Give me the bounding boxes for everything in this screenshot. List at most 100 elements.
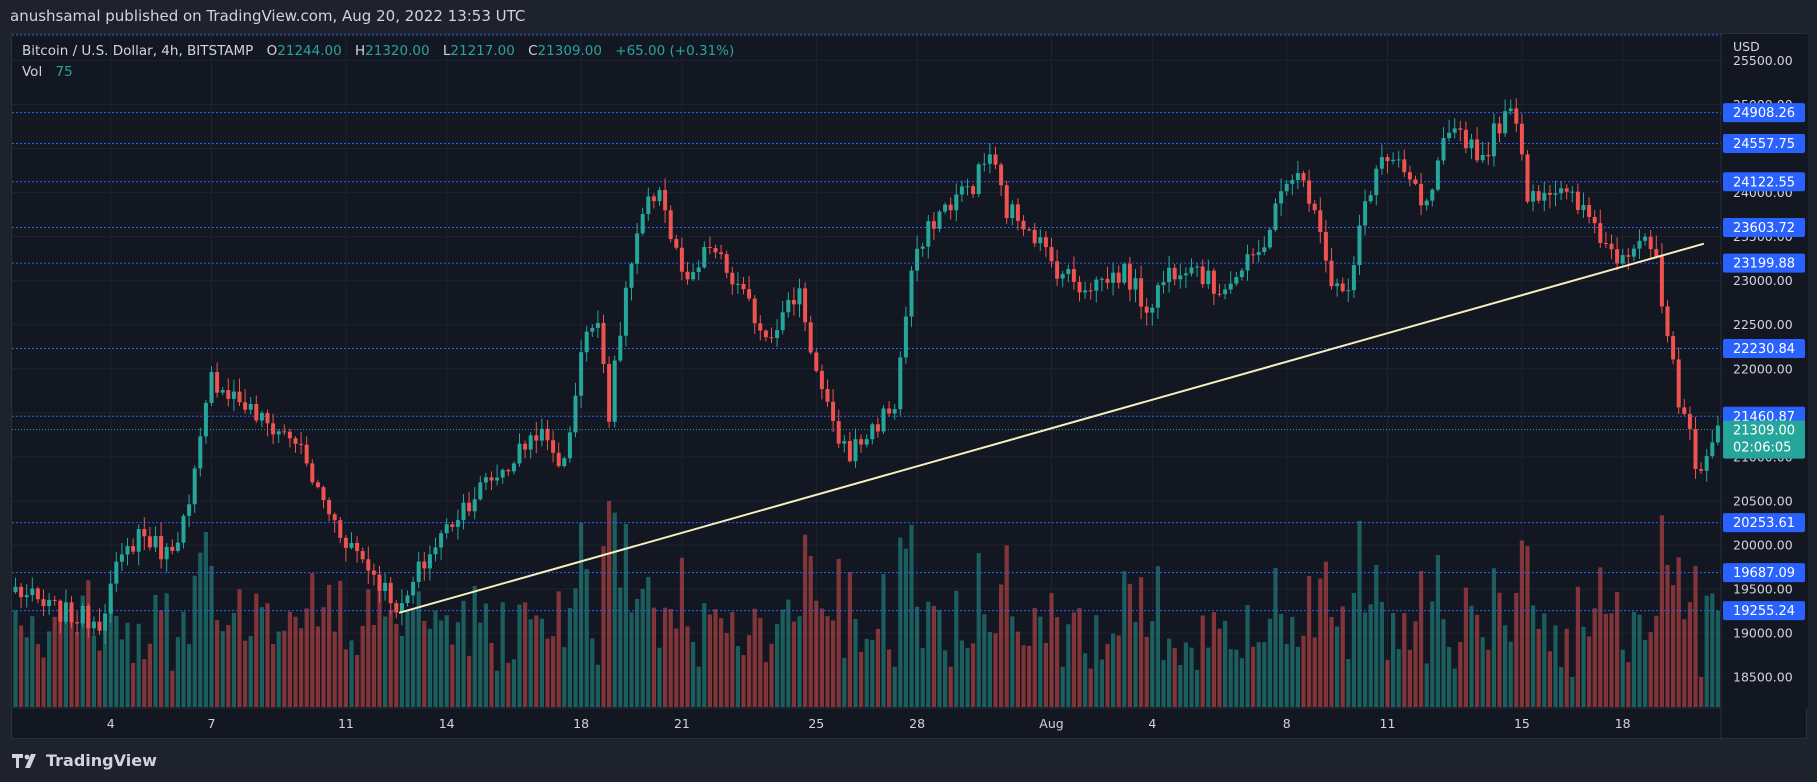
candle[interactable] xyxy=(500,468,505,484)
candle[interactable] xyxy=(982,153,987,172)
candle[interactable] xyxy=(142,517,147,550)
candle[interactable] xyxy=(1335,278,1340,297)
candle[interactable] xyxy=(859,434,864,453)
candle[interactable] xyxy=(707,236,712,255)
candle[interactable] xyxy=(411,576,416,604)
candle[interactable] xyxy=(483,472,488,491)
candle[interactable] xyxy=(478,476,483,501)
candle[interactable] xyxy=(1682,398,1687,416)
candle[interactable] xyxy=(506,468,511,477)
candle[interactable] xyxy=(310,459,315,485)
candle[interactable] xyxy=(1598,209,1603,248)
candle[interactable] xyxy=(170,539,175,555)
candle[interactable] xyxy=(192,465,197,513)
candle[interactable] xyxy=(1357,214,1362,276)
candle[interactable] xyxy=(534,421,539,454)
candle[interactable] xyxy=(1531,184,1536,212)
candle[interactable] xyxy=(551,430,556,463)
candle[interactable] xyxy=(567,426,572,463)
candle[interactable] xyxy=(231,379,236,411)
candle[interactable] xyxy=(1609,234,1614,260)
candle[interactable] xyxy=(299,432,304,455)
candle[interactable] xyxy=(640,207,645,236)
candle[interactable] xyxy=(1273,198,1278,232)
candle[interactable] xyxy=(943,202,948,215)
candle[interactable] xyxy=(1251,248,1256,264)
candle[interactable] xyxy=(1043,230,1048,258)
candle[interactable] xyxy=(248,397,253,415)
candle[interactable] xyxy=(786,292,791,318)
candle[interactable] xyxy=(1374,165,1379,206)
candle[interactable] xyxy=(769,327,774,344)
candle[interactable] xyxy=(1368,190,1373,204)
candle[interactable] xyxy=(220,387,225,396)
candle[interactable] xyxy=(13,577,18,594)
candle[interactable] xyxy=(388,577,393,615)
candle[interactable] xyxy=(1217,283,1222,297)
candle[interactable] xyxy=(215,362,220,398)
candle[interactable] xyxy=(1665,300,1670,343)
candle[interactable] xyxy=(679,237,684,281)
candle[interactable] xyxy=(97,608,102,636)
candle[interactable] xyxy=(1099,276,1104,292)
candle[interactable] xyxy=(1659,243,1664,314)
candle[interactable] xyxy=(1351,256,1356,298)
candle[interactable] xyxy=(752,295,757,335)
candle[interactable] xyxy=(383,573,388,601)
candle[interactable] xyxy=(86,603,91,638)
candle[interactable] xyxy=(1178,263,1183,289)
candle[interactable] xyxy=(1323,220,1328,273)
candle[interactable] xyxy=(1279,178,1284,216)
candle[interactable] xyxy=(108,570,113,623)
candle[interactable] xyxy=(276,429,281,444)
candle[interactable] xyxy=(909,266,914,327)
candle[interactable] xyxy=(579,339,584,409)
candle[interactable] xyxy=(1133,269,1138,303)
candle[interactable] xyxy=(1295,160,1300,190)
candle[interactable] xyxy=(926,214,931,259)
candle[interactable] xyxy=(136,524,141,566)
candle[interactable] xyxy=(1161,270,1166,294)
candle[interactable] xyxy=(243,389,248,414)
candle[interactable] xyxy=(1144,297,1149,326)
trendline[interactable] xyxy=(398,242,1705,614)
candle[interactable] xyxy=(797,278,802,318)
candle[interactable] xyxy=(635,223,640,275)
candle[interactable] xyxy=(427,545,432,581)
candle[interactable] xyxy=(338,516,343,544)
candle[interactable] xyxy=(455,509,460,540)
candle[interactable] xyxy=(366,546,371,584)
candle[interactable] xyxy=(1407,165,1412,187)
candle[interactable] xyxy=(422,551,427,581)
candle[interactable] xyxy=(47,593,52,615)
candle[interactable] xyxy=(1301,170,1306,187)
candle[interactable] xyxy=(1032,222,1037,247)
candle[interactable] xyxy=(730,266,735,295)
level-tag[interactable] xyxy=(1723,338,1805,358)
candle[interactable] xyxy=(399,589,404,626)
candle[interactable] xyxy=(1631,244,1636,262)
tradingview-logo[interactable]: TradingView xyxy=(12,751,157,770)
candle[interactable] xyxy=(41,589,46,616)
candle[interactable] xyxy=(702,241,707,269)
candle[interactable] xyxy=(467,491,472,516)
candle[interactable] xyxy=(1139,265,1144,320)
candle[interactable] xyxy=(1094,276,1099,303)
candle[interactable] xyxy=(1480,141,1485,163)
candle[interactable] xyxy=(999,162,1004,197)
candle[interactable] xyxy=(803,282,808,332)
candle[interactable] xyxy=(327,497,332,522)
candle[interactable] xyxy=(618,322,623,363)
candlestick-chart[interactable]: USD 18500.00 19000.00 19500.00 20000.00 20500… xyxy=(12,34,1808,740)
candle[interactable] xyxy=(987,143,992,174)
candle[interactable] xyxy=(1150,303,1155,326)
candle[interactable] xyxy=(685,262,690,285)
candle[interactable] xyxy=(1396,150,1401,168)
candle[interactable] xyxy=(573,382,578,438)
candle[interactable] xyxy=(416,551,421,589)
candle[interactable] xyxy=(1570,186,1575,203)
candle[interactable] xyxy=(713,244,718,259)
candle[interactable] xyxy=(1693,416,1698,479)
candle[interactable] xyxy=(887,401,892,417)
candle[interactable] xyxy=(539,418,544,447)
